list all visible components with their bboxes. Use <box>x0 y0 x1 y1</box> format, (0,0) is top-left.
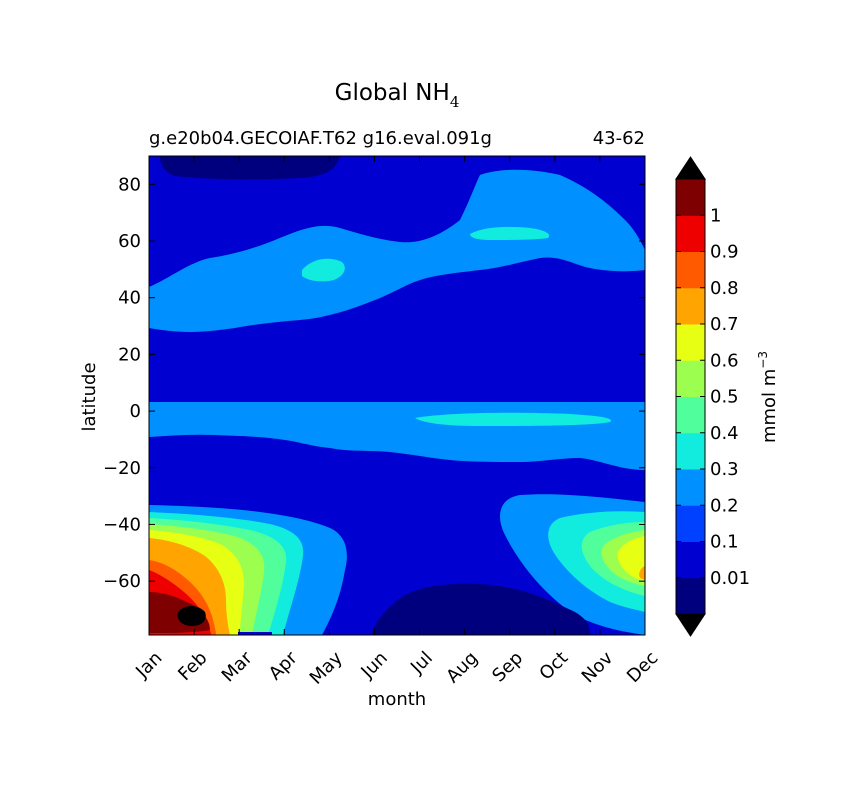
colorbar-tick-label: 0.7 <box>710 314 739 335</box>
y-tick-label: 0 <box>130 401 141 422</box>
x-tick-label: Mar <box>218 647 257 686</box>
colorbar-segment <box>676 505 705 542</box>
y-tick-label: 20 <box>118 344 141 365</box>
colorbar: 0.01 0.1 0.2 0.3 0.4 0.5 0.6 0.7 0.8 0.9 1 <box>675 156 750 637</box>
colorbar-tick-label: 0.1 <box>710 532 739 553</box>
x-tick-label: Dec <box>623 648 662 687</box>
colorbar-segment <box>676 360 705 397</box>
colorbar-tick-label: 0.8 <box>710 278 739 299</box>
colorbar-segment <box>676 215 705 252</box>
colorbar-label-exponent: −3 <box>756 351 770 369</box>
x-tick-label: Jul <box>406 648 437 679</box>
x-tick-label: Jan <box>131 648 166 683</box>
colorbar-segment <box>676 541 705 579</box>
y-tick-label: 40 <box>118 288 141 309</box>
contour-band-max-sw <box>177 606 206 626</box>
y-tick-label: −20 <box>103 458 141 479</box>
contour-band-0.1-sw-edge <box>238 632 272 635</box>
colorbar-label-main: mmol m <box>759 369 780 443</box>
colorbar-segment <box>676 432 705 470</box>
x-tick-label: May <box>306 647 347 688</box>
colorbar-tick-label: 0.01 <box>710 568 750 589</box>
plot-frame <box>148 155 646 636</box>
colorbar-segment <box>676 396 705 434</box>
chart-title-main: Global NH <box>335 80 450 106</box>
y-tick-label: 60 <box>118 231 141 252</box>
x-tick-label: Oct <box>535 648 572 685</box>
case-name: g.e20b04.GECOIAF.T62 g16.eval.091g <box>149 128 492 149</box>
colorbar-segment <box>676 577 705 615</box>
y-tick-label: −40 <box>103 514 141 535</box>
plot-area <box>149 156 645 635</box>
contour-band-0.01-arctic <box>160 156 340 180</box>
y-tick-label: 80 <box>118 174 141 195</box>
chart-title-subscript: 4 <box>450 93 460 111</box>
colorbar-segment <box>676 179 705 216</box>
contour-band-0.7-se <box>639 566 645 580</box>
chart-title: Global NH4 <box>335 80 460 111</box>
contour-band-0.3-north-a <box>302 258 345 282</box>
colorbar-label: mmol m−3 <box>756 351 780 443</box>
colorbar-segment <box>676 469 705 506</box>
contour-band-0.6-se <box>617 536 645 580</box>
x-tick-label: Sep <box>488 648 527 687</box>
x-tick-label: Aug <box>442 648 482 688</box>
x-tick-label: Feb <box>174 648 211 685</box>
colorbar-tick-label: 0.3 <box>710 459 739 480</box>
contour-band-0.01-antarctic <box>372 583 590 635</box>
x-tick-label: Nov <box>578 647 618 687</box>
colorbar-over-arrow <box>675 156 706 180</box>
colorbar-segment <box>676 324 705 361</box>
x-tick-label: Apr <box>265 647 302 684</box>
colorbar-tick-label: 0.5 <box>710 387 739 408</box>
colorbar-tick-label: 0.2 <box>710 495 739 516</box>
colorbar-tick-label: 1 <box>710 205 721 226</box>
colorbar-tick-label: 0.6 <box>710 350 739 371</box>
contour-band-0.3-equator <box>415 412 611 426</box>
colorbar-under-arrow <box>675 613 706 637</box>
y-axis-label: latitude <box>79 362 100 431</box>
colorbar-tick-label: 0.4 <box>710 423 739 444</box>
y-axis: 80 60 40 20 0 −20 −40 −60 <box>103 174 645 592</box>
contour-band-0.3-north-b <box>470 226 550 240</box>
colorbar-tick-label: 0.9 <box>710 242 739 263</box>
contour-band-0.2-north <box>149 169 645 332</box>
colorbar-segment <box>676 251 705 289</box>
x-axis-label: month <box>368 689 426 710</box>
colorbar-segment <box>676 287 705 325</box>
y-tick-label: −60 <box>103 571 141 592</box>
x-tick-label: Jun <box>356 648 391 683</box>
year-range: 43-62 <box>593 128 645 149</box>
